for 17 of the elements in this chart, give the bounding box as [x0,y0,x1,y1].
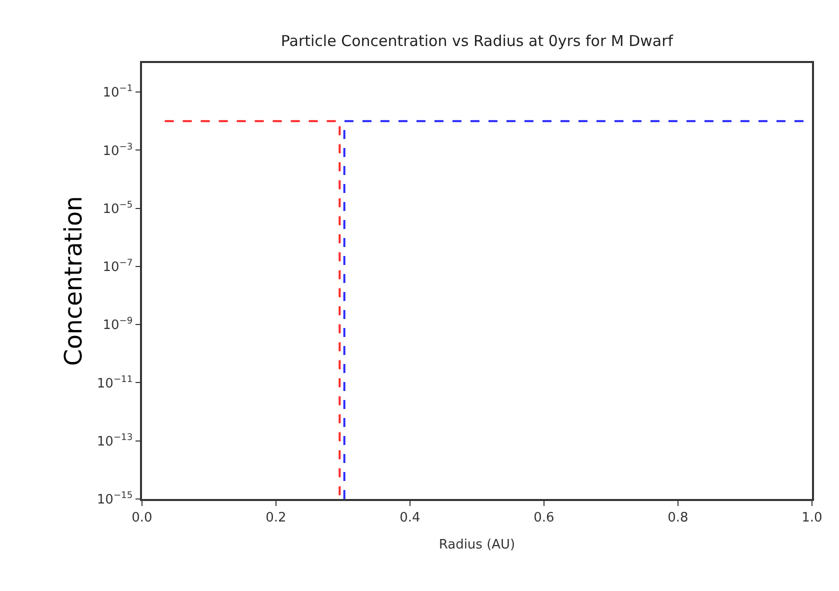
y-tick-label: 10$^{−11}$ [96,374,133,392]
chart-title: Particle Concentration vs Radius at 0yrs for M Dwarf [280,32,674,50]
x-tick-label: 0.0 [132,510,152,526]
x-tick-label: 0.8 [668,510,688,526]
y-tick-label: 10$^{−1}$ [102,84,133,101]
x-tick-label: 0.4 [400,510,420,526]
y-tick-label: 10$^{−9}$ [102,316,133,334]
y-axis-title: Concentration [60,196,88,366]
x-tick-label: 0.6 [534,510,554,526]
x-tick-label: 1.0 [802,510,822,526]
y-tick-label: 10$^{−13}$ [96,432,133,450]
x-tick-label: 0.2 [266,510,286,526]
y-tick-label: 10$^{−5}$ [102,200,133,217]
x-axis-title: Radius (AU) [438,537,516,552]
y-tick-label: 10$^{−7}$ [102,258,133,276]
y-tick-label: 10$^{−3}$ [102,142,133,159]
y-tick-label: 10$^{−15}$ [96,491,133,508]
